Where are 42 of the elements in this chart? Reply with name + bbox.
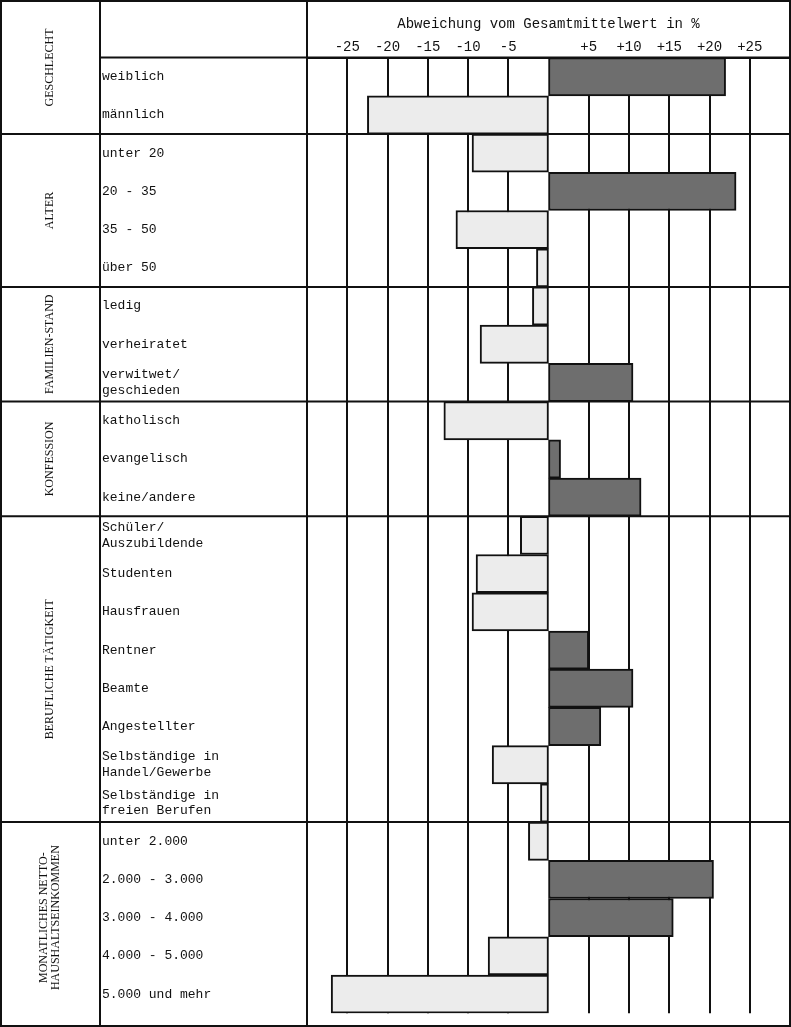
- y-tick-label: 4.000 - 5.000: [102, 948, 204, 964]
- y-tick-label: verheiratet: [102, 336, 188, 352]
- y-tick-label: ledig: [102, 298, 142, 314]
- x-tick-label: +10: [616, 38, 642, 55]
- text: ALTER: [42, 191, 57, 230]
- y-tick-label: Selbständige in freien Berufen: [102, 787, 220, 819]
- y-tick-label: unter 2.000: [102, 833, 188, 849]
- y-tick-label: männlich: [102, 107, 165, 123]
- text: MONATLICHES NETTO-HAUSHALTSEINKOMMEN: [36, 844, 63, 991]
- text: FAMILIEN-STAND: [42, 294, 57, 395]
- y-tick-label: Hausfrauen: [102, 604, 181, 620]
- y-tick-label: evangelisch: [102, 451, 188, 467]
- y-tick-label: Selbständige in Handel/Gewerbe: [102, 749, 220, 780]
- text: BERUFLICHE TÄTIGKEIT: [42, 598, 57, 740]
- x-tick-label: -5: [499, 38, 517, 55]
- x-tick-label: -15: [415, 38, 441, 55]
- x-tick-label: +20: [696, 38, 723, 55]
- y-tick-label: 20 - 35: [102, 183, 157, 199]
- y-tick-label: weiblich: [102, 69, 165, 85]
- text: KONFESSION: [42, 421, 57, 497]
- x-tick-label: +5: [580, 38, 598, 55]
- y-tick-label: Angestellter: [102, 718, 196, 734]
- y-tick-label: keine/andere: [102, 489, 196, 505]
- y-tick-label: 2.000 - 3.000: [102, 871, 204, 887]
- y-tick-label: katholisch: [102, 413, 181, 429]
- y-tick-label: 3.000 - 4.000: [102, 910, 204, 926]
- y-tick-label: Studenten: [102, 566, 173, 582]
- y-tick-label: 5.000 und mehr: [102, 986, 212, 1002]
- y-tick-label: Beamte: [102, 680, 149, 696]
- y-tick-label: verwitwet/ geschieden: [102, 367, 181, 398]
- y-tick-label: 35 - 50: [102, 222, 157, 238]
- x-tick-label: -20: [374, 38, 401, 55]
- x-tick-label: +15: [656, 38, 682, 55]
- y-tick-label: Schüler/ Auszubildende: [102, 520, 204, 551]
- x-tick-label: +25: [737, 38, 763, 55]
- y-tick-label: über 50: [102, 260, 157, 276]
- x-axis-title: Abweichung vom Gesamtmittelwert in %: [397, 16, 701, 33]
- x-tick-label: -10: [455, 38, 481, 55]
- y-tick-label: unter 20: [102, 145, 165, 161]
- y-tick-label: Rentner: [102, 642, 157, 658]
- text: GESCHLECHT: [42, 27, 57, 107]
- x-tick-label: -25: [334, 38, 360, 55]
